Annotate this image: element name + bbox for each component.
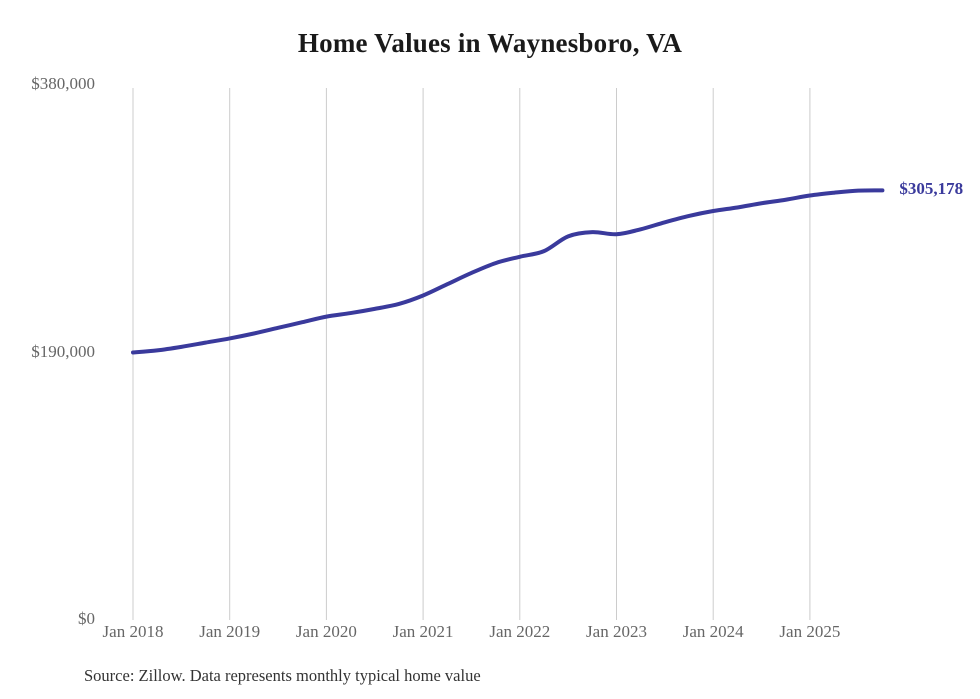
x-axis-tick-label: Jan 2025 [779,622,841,641]
gridlines [132,88,811,620]
chart-title: Home Values in Waynesboro, VA [297,28,683,58]
x-axis-tick-label: Jan 2022 [489,622,551,641]
x-axis-tick-label: Jan 2020 [295,622,357,641]
end-value-label: $305,178 [899,179,964,199]
x-axis-tick-label: Jan 2018 [102,622,164,641]
x-axis-tick-label: Jan 2023 [586,622,647,641]
x-axis-tick-label: Jan 2021 [392,622,454,641]
x-axis-tick-label: Jan 2019 [199,622,261,641]
data-line-series [131,188,885,355]
y-axis-tick-label: $190,000 [31,341,95,361]
source-note: Source: Zillow. Data represents monthly … [84,666,481,685]
y-axis-tick-label: $380,000 [31,74,95,93]
x-axis-tick-label: Jan 2024 [682,622,744,641]
y-axis-tick-label: $0 [78,609,95,628]
